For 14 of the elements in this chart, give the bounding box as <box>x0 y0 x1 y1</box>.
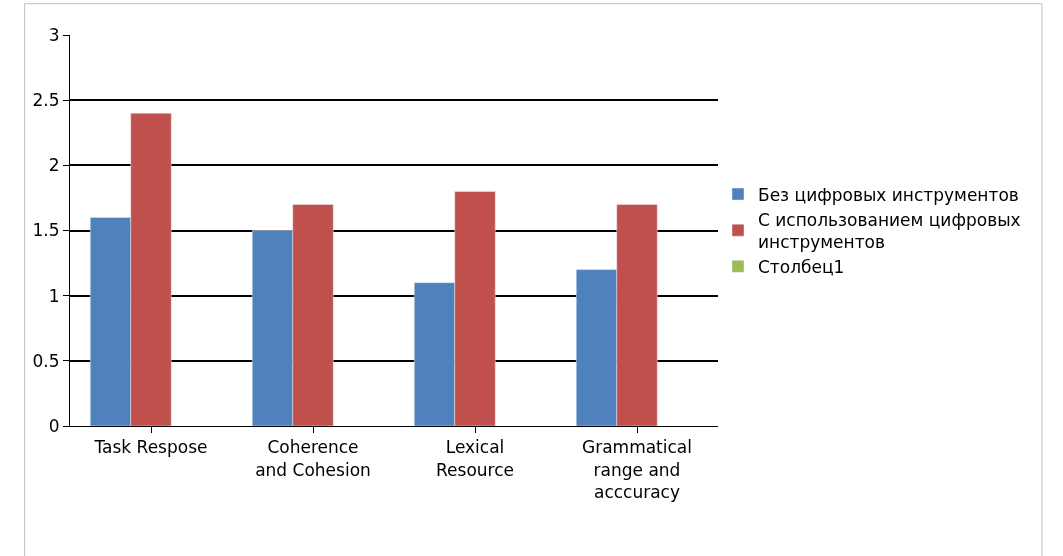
x-tick-label: Grammatical range and acccuracy <box>582 437 692 502</box>
x-tick-label: Task Respose <box>93 437 208 458</box>
y-tick-label: 3 <box>48 24 60 45</box>
y-tick-label: 1.5 <box>32 220 60 241</box>
legend-label: Столбец1 <box>758 256 845 277</box>
y-tick-label: 0.5 <box>32 350 60 371</box>
legend-label: С использованием цифровых инструментов <box>758 209 1021 252</box>
y-tick-label: 0 <box>48 415 60 436</box>
legend-label: Без цифровых инструментов <box>758 184 1019 205</box>
y-tick-label: 2.5 <box>32 90 60 111</box>
y-tick-label: 1 <box>48 285 60 306</box>
x-tick-label: Lexical Resource <box>436 437 514 480</box>
y-tick-label: 2 <box>48 155 60 176</box>
x-tick-label: Coherence and Cohesion <box>255 437 371 480</box>
